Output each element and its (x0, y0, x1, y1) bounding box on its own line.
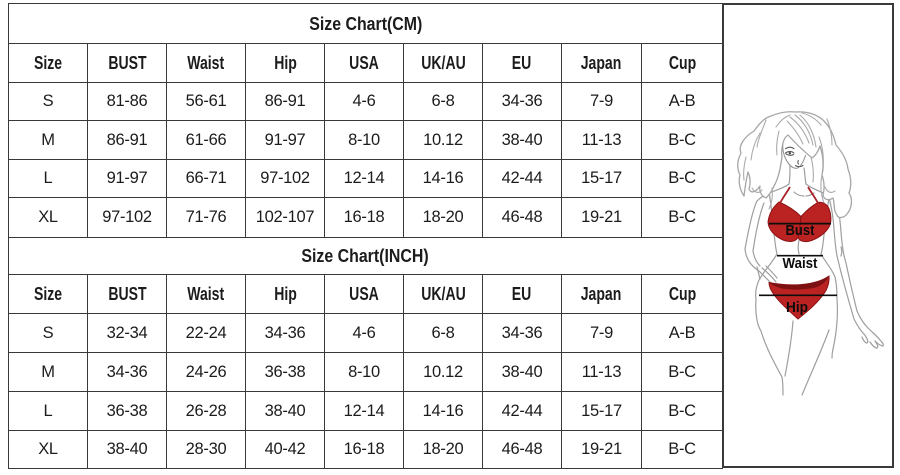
svg-text:Waist: Waist (783, 256, 818, 272)
svg-text:Hip: Hip (786, 300, 808, 316)
svg-text:Bust: Bust (786, 223, 815, 239)
